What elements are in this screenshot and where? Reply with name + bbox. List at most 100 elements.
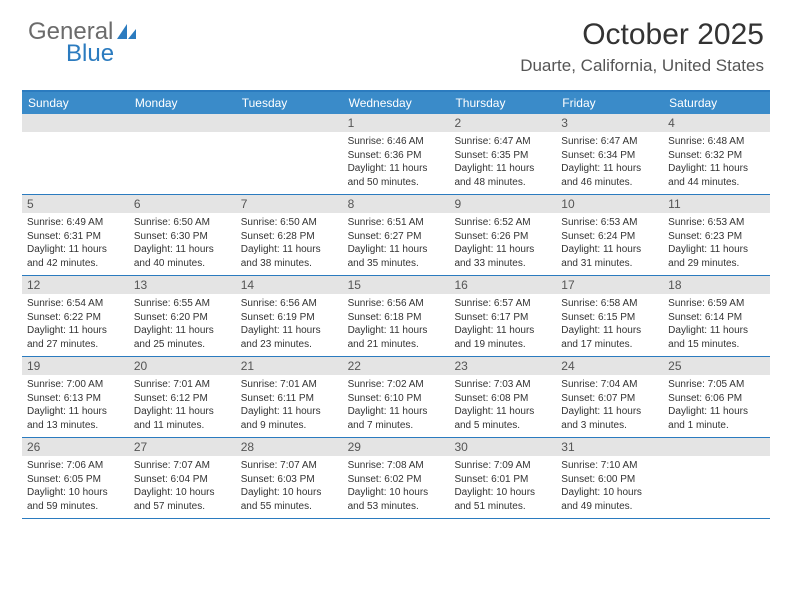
day-line: Sunrise: 6:53 AM: [668, 216, 765, 230]
day-line: Sunrise: 6:50 AM: [134, 216, 231, 230]
day-line: Sunrise: 6:59 AM: [668, 297, 765, 311]
day-line: Daylight: 11 hours and 42 minutes.: [27, 243, 124, 270]
day-line: Sunset: 6:36 PM: [348, 149, 445, 163]
day-number: 26: [22, 438, 129, 456]
weekday-header: Thursday: [449, 92, 556, 114]
day-number: 10: [556, 195, 663, 213]
day-cell: 11Sunrise: 6:53 AMSunset: 6:23 PMDayligh…: [663, 195, 770, 275]
day-body: Sunrise: 7:04 AMSunset: 6:07 PMDaylight:…: [556, 375, 663, 437]
day-line: Sunrise: 6:51 AM: [348, 216, 445, 230]
day-number: 11: [663, 195, 770, 213]
day-cell: 21Sunrise: 7:01 AMSunset: 6:11 PMDayligh…: [236, 357, 343, 437]
day-body: Sunrise: 7:03 AMSunset: 6:08 PMDaylight:…: [449, 375, 556, 437]
day-cell: 20Sunrise: 7:01 AMSunset: 6:12 PMDayligh…: [129, 357, 236, 437]
day-cell: 26Sunrise: 7:06 AMSunset: 6:05 PMDayligh…: [22, 438, 129, 518]
day-line: Sunset: 6:12 PM: [134, 392, 231, 406]
day-body: Sunrise: 7:01 AMSunset: 6:11 PMDaylight:…: [236, 375, 343, 437]
day-body: Sunrise: 6:59 AMSunset: 6:14 PMDaylight:…: [663, 294, 770, 356]
day-body: Sunrise: 6:50 AMSunset: 6:30 PMDaylight:…: [129, 213, 236, 275]
day-body: [22, 132, 129, 140]
day-number: 16: [449, 276, 556, 294]
day-line: Daylight: 11 hours and 25 minutes.: [134, 324, 231, 351]
day-number: 19: [22, 357, 129, 375]
day-body: Sunrise: 6:53 AMSunset: 6:23 PMDaylight:…: [663, 213, 770, 275]
day-number: 28: [236, 438, 343, 456]
day-number: 14: [236, 276, 343, 294]
logo-sail-icon: [116, 23, 138, 46]
day-body: Sunrise: 6:50 AMSunset: 6:28 PMDaylight:…: [236, 213, 343, 275]
day-number: 22: [343, 357, 450, 375]
day-number: 21: [236, 357, 343, 375]
day-number-empty: [129, 114, 236, 132]
day-line: Sunrise: 6:53 AM: [561, 216, 658, 230]
day-line: Sunset: 6:23 PM: [668, 230, 765, 244]
day-number: 18: [663, 276, 770, 294]
day-line: Sunrise: 6:49 AM: [27, 216, 124, 230]
day-number: 8: [343, 195, 450, 213]
day-line: Sunrise: 7:08 AM: [348, 459, 445, 473]
day-number: 31: [556, 438, 663, 456]
day-body: Sunrise: 7:07 AMSunset: 6:04 PMDaylight:…: [129, 456, 236, 518]
day-cell: 15Sunrise: 6:56 AMSunset: 6:18 PMDayligh…: [343, 276, 450, 356]
day-line: Sunset: 6:31 PM: [27, 230, 124, 244]
week-row: 12Sunrise: 6:54 AMSunset: 6:22 PMDayligh…: [22, 276, 770, 357]
day-line: Sunset: 6:15 PM: [561, 311, 658, 325]
day-number: 30: [449, 438, 556, 456]
day-line: Sunset: 6:34 PM: [561, 149, 658, 163]
day-number-empty: [236, 114, 343, 132]
day-cell: 6Sunrise: 6:50 AMSunset: 6:30 PMDaylight…: [129, 195, 236, 275]
day-line: Daylight: 11 hours and 35 minutes.: [348, 243, 445, 270]
day-cell: 14Sunrise: 6:56 AMSunset: 6:19 PMDayligh…: [236, 276, 343, 356]
week-row: 5Sunrise: 6:49 AMSunset: 6:31 PMDaylight…: [22, 195, 770, 276]
day-cell: 19Sunrise: 7:00 AMSunset: 6:13 PMDayligh…: [22, 357, 129, 437]
day-line: Sunset: 6:04 PM: [134, 473, 231, 487]
day-line: Daylight: 11 hours and 46 minutes.: [561, 162, 658, 189]
day-line: Sunrise: 6:52 AM: [454, 216, 551, 230]
day-body: Sunrise: 6:51 AMSunset: 6:27 PMDaylight:…: [343, 213, 450, 275]
day-line: Daylight: 11 hours and 17 minutes.: [561, 324, 658, 351]
day-line: Daylight: 11 hours and 50 minutes.: [348, 162, 445, 189]
day-line: Sunset: 6:24 PM: [561, 230, 658, 244]
day-line: Daylight: 11 hours and 1 minute.: [668, 405, 765, 432]
day-number: 5: [22, 195, 129, 213]
day-body: Sunrise: 7:01 AMSunset: 6:12 PMDaylight:…: [129, 375, 236, 437]
day-line: Sunrise: 7:04 AM: [561, 378, 658, 392]
day-cell: 1Sunrise: 6:46 AMSunset: 6:36 PMDaylight…: [343, 114, 450, 194]
day-line: Sunset: 6:03 PM: [241, 473, 338, 487]
day-number: 20: [129, 357, 236, 375]
day-cell: 27Sunrise: 7:07 AMSunset: 6:04 PMDayligh…: [129, 438, 236, 518]
day-line: Daylight: 11 hours and 3 minutes.: [561, 405, 658, 432]
day-line: Sunrise: 7:01 AM: [241, 378, 338, 392]
day-body: Sunrise: 6:48 AMSunset: 6:32 PMDaylight:…: [663, 132, 770, 194]
day-body: Sunrise: 6:57 AMSunset: 6:17 PMDaylight:…: [449, 294, 556, 356]
day-body: Sunrise: 7:00 AMSunset: 6:13 PMDaylight:…: [22, 375, 129, 437]
day-number: 2: [449, 114, 556, 132]
day-line: Sunrise: 7:02 AM: [348, 378, 445, 392]
day-body: Sunrise: 7:02 AMSunset: 6:10 PMDaylight:…: [343, 375, 450, 437]
logo: GeneralBlue: [28, 18, 138, 68]
day-cell: 17Sunrise: 6:58 AMSunset: 6:15 PMDayligh…: [556, 276, 663, 356]
day-body: Sunrise: 6:49 AMSunset: 6:31 PMDaylight:…: [22, 213, 129, 275]
day-line: Sunrise: 7:01 AM: [134, 378, 231, 392]
day-cell: 30Sunrise: 7:09 AMSunset: 6:01 PMDayligh…: [449, 438, 556, 518]
weekday-header: Saturday: [663, 92, 770, 114]
weekday-header: Sunday: [22, 92, 129, 114]
day-line: Sunset: 6:10 PM: [348, 392, 445, 406]
day-line: Sunset: 6:28 PM: [241, 230, 338, 244]
day-cell: 4Sunrise: 6:48 AMSunset: 6:32 PMDaylight…: [663, 114, 770, 194]
day-body: Sunrise: 7:05 AMSunset: 6:06 PMDaylight:…: [663, 375, 770, 437]
header: GeneralBlue October 2025 Duarte, Califor…: [0, 0, 792, 82]
day-line: Sunset: 6:13 PM: [27, 392, 124, 406]
day-line: Sunrise: 6:56 AM: [348, 297, 445, 311]
week-row: 1Sunrise: 6:46 AMSunset: 6:36 PMDaylight…: [22, 114, 770, 195]
day-line: Sunrise: 6:48 AM: [668, 135, 765, 149]
day-line: Sunset: 6:30 PM: [134, 230, 231, 244]
day-line: Daylight: 10 hours and 53 minutes.: [348, 486, 445, 513]
day-line: Sunset: 6:19 PM: [241, 311, 338, 325]
day-body: Sunrise: 6:46 AMSunset: 6:36 PMDaylight:…: [343, 132, 450, 194]
day-line: Daylight: 11 hours and 13 minutes.: [27, 405, 124, 432]
day-line: Sunset: 6:20 PM: [134, 311, 231, 325]
calendar: SundayMondayTuesdayWednesdayThursdayFrid…: [22, 90, 770, 519]
day-line: Daylight: 11 hours and 38 minutes.: [241, 243, 338, 270]
day-line: Daylight: 10 hours and 59 minutes.: [27, 486, 124, 513]
